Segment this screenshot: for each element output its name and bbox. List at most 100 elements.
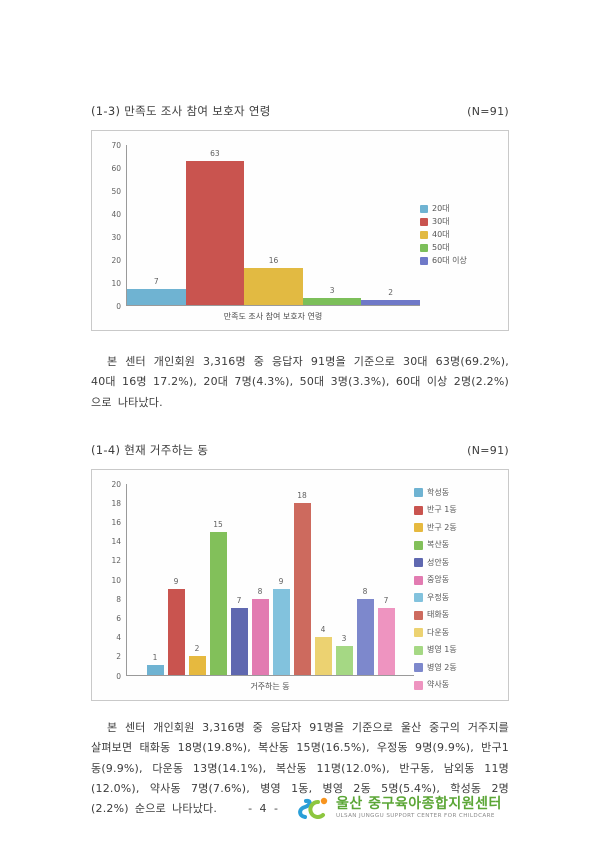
legend-item-중앙동: 중앙동 bbox=[414, 575, 502, 585]
bar-30대: 63 bbox=[185, 150, 245, 305]
age-chart-legend: 20대 30대 40대 50대 60대 이상 bbox=[420, 145, 502, 324]
bar-value-label: 4 bbox=[320, 624, 326, 634]
bar-value-label: 9 bbox=[173, 577, 179, 587]
legend-item-다운동: 다운동 bbox=[414, 628, 502, 638]
bar-40대: 16 bbox=[244, 257, 303, 305]
y-axis-tick-label: 14 bbox=[111, 536, 121, 546]
legend-item-반구 2동: 반구 2동 bbox=[414, 523, 502, 533]
bar-value-label: 7 bbox=[153, 277, 159, 286]
bar-value-label: 3 bbox=[329, 286, 335, 296]
section-2-heading-row: (1-4) 현재 거주하는 동 (N=91) bbox=[91, 442, 509, 458]
legend-swatch bbox=[414, 663, 423, 673]
legend-item-60대 이상: 60대 이상 bbox=[420, 255, 502, 265]
legend-swatch bbox=[414, 523, 423, 533]
logo-mark-icon bbox=[298, 797, 328, 819]
organization-name-english: ULSAN JUNGGU SUPPORT CENTER FOR CHILDCAR… bbox=[336, 812, 495, 819]
page-content: (1-3) 만족도 조사 참여 보호자 연령 (N=91) 0 10 20 30 40 5… bbox=[91, 103, 509, 815]
legend-label: 병영 2동 bbox=[427, 662, 457, 672]
bar-value-label: 63 bbox=[210, 149, 220, 158]
y-axis-tick-label: 12 bbox=[111, 556, 121, 566]
y-axis-tick-label: 10 bbox=[111, 575, 121, 585]
district-bar-chart: 0 2 4 6 8 10 12 14 16 18 20 1 9 2 15 7 8 9 18 4 3 8 7 거주하는 동 … bbox=[91, 469, 509, 702]
y-axis-tick-label: 40 bbox=[111, 209, 121, 219]
bar-반구 1동: 9 bbox=[167, 578, 185, 676]
bar-복산동: 15 bbox=[209, 521, 227, 676]
section-1-title: (1-3) 만족도 조사 참여 보호자 연령 bbox=[91, 104, 271, 118]
legend-item-40대: 40대 bbox=[420, 229, 502, 239]
bar-반구 2동: 2 bbox=[188, 645, 206, 676]
legend-swatch bbox=[414, 488, 423, 498]
age-chart-y-axis: 0 10 20 30 40 50 60 70 bbox=[100, 141, 126, 309]
legend-swatch bbox=[414, 610, 423, 620]
legend-item-약사동: 약사동 bbox=[414, 680, 502, 690]
legend-label: 30대 bbox=[432, 216, 450, 226]
legend-label: 약사동 bbox=[427, 680, 450, 690]
legend-swatch bbox=[414, 540, 423, 550]
bar-우정동: 9 bbox=[272, 578, 290, 676]
age-chart-plot-row: 0 10 20 30 40 50 60 70 7 63 16 3 2 bbox=[100, 141, 420, 309]
y-axis-tick-label: 60 bbox=[111, 163, 121, 173]
legend-label: 복산동 bbox=[427, 540, 450, 550]
bar-value-label: 1 bbox=[152, 653, 158, 663]
bar-중앙동: 8 bbox=[251, 588, 269, 676]
district-chart-legend: 학성동 반구 1동 반구 2동 복산동 성안동 중앙동 우정동 태화동 다운동 병영 1동 병영 2… bbox=[414, 484, 502, 694]
age-chart-bars: 7 63 16 3 2 bbox=[127, 145, 420, 305]
bar-value-label: 2 bbox=[388, 288, 394, 298]
legend-item-병영 2동: 병영 2동 bbox=[414, 662, 502, 673]
bar-20대: 7 bbox=[127, 278, 186, 305]
legend-label: 성안동 bbox=[427, 557, 450, 567]
age-bar-chart: 0 10 20 30 40 50 60 70 7 63 16 3 2 만족도 조사 참여 보호자 연령… bbox=[91, 130, 509, 331]
legend-label: 학성동 bbox=[427, 487, 450, 497]
y-axis-tick-label: 0 bbox=[116, 671, 121, 681]
legend-swatch bbox=[414, 680, 423, 690]
bar-학성동: 1 bbox=[146, 654, 164, 676]
bar-태화동: 18 bbox=[293, 492, 311, 676]
y-axis-tick-label: 6 bbox=[116, 613, 121, 623]
bar-value-label: 15 bbox=[213, 519, 223, 529]
legend-swatch bbox=[420, 204, 428, 213]
age-chart-x-axis-label: 만족도 조사 참여 보호자 연령 bbox=[223, 312, 323, 321]
legend-label: 40대 bbox=[432, 229, 450, 239]
legend-label: 20대 bbox=[432, 203, 450, 213]
y-axis-tick-label: 10 bbox=[111, 278, 121, 288]
legend-swatch bbox=[420, 217, 428, 226]
bar-value-label: 16 bbox=[268, 256, 279, 266]
legend-swatch bbox=[420, 230, 428, 239]
page-number: - 4 - bbox=[248, 801, 280, 815]
y-axis-tick-label: 30 bbox=[111, 232, 121, 242]
legend-swatch bbox=[414, 628, 423, 638]
bar-50대: 3 bbox=[302, 287, 362, 305]
legend-item-반구 1동: 반구 1동 bbox=[414, 505, 502, 515]
section-1-heading-row: (1-3) 만족도 조사 참여 보호자 연령 (N=91) bbox=[91, 103, 509, 119]
section-1-paragraph: 본 센터 개인회원 3,316명 중 응답자 91명을 기준으로 30대 63명… bbox=[91, 355, 509, 409]
page-footer: - 4 - 울산 중구육아종합지원센터 ULSAN JUNGGU SUPPORT… bbox=[0, 795, 600, 821]
bar-약사동: 7 bbox=[377, 597, 395, 676]
bar-value-label: 18 bbox=[297, 491, 307, 501]
y-axis-tick-label: 2 bbox=[116, 652, 121, 662]
legend-label: 60대 이상 bbox=[432, 255, 467, 265]
section-gap bbox=[91, 413, 509, 442]
legend-label: 중앙동 bbox=[427, 575, 450, 585]
legend-label: 우정동 bbox=[427, 592, 450, 602]
bar-병영 2동: 8 bbox=[356, 588, 374, 676]
bar-다운동: 4 bbox=[314, 626, 332, 676]
y-axis-tick-label: 50 bbox=[111, 186, 121, 196]
legend-item-50대: 50대 bbox=[420, 243, 502, 252]
bar-병영 1동: 3 bbox=[335, 635, 353, 676]
organization-logo: 울산 중구육아종합지원센터 ULSAN JUNGGU SUPPORT CENTE… bbox=[296, 795, 502, 821]
bar-value-label: 7 bbox=[383, 596, 389, 606]
y-axis-tick-label: 70 bbox=[111, 140, 121, 150]
bar-value-label: 2 bbox=[194, 643, 200, 653]
legend-swatch bbox=[414, 558, 423, 568]
age-chart-plot-area: 0 10 20 30 40 50 60 70 7 63 16 3 2 만족도 조사 참여 보호자 연령 bbox=[100, 141, 420, 324]
section-1-sample-size: (N=91) bbox=[467, 105, 509, 118]
bar-value-label: 3 bbox=[341, 634, 347, 644]
y-axis-tick-label: 16 bbox=[111, 517, 121, 527]
y-axis-tick-label: 8 bbox=[116, 594, 121, 604]
legend-swatch bbox=[414, 645, 423, 655]
legend-item-학성동: 학성동 bbox=[414, 487, 502, 498]
age-chart-plot: 7 63 16 3 2 bbox=[126, 145, 420, 306]
legend-swatch bbox=[414, 505, 423, 515]
legend-item-복산동: 복산동 bbox=[414, 540, 502, 550]
